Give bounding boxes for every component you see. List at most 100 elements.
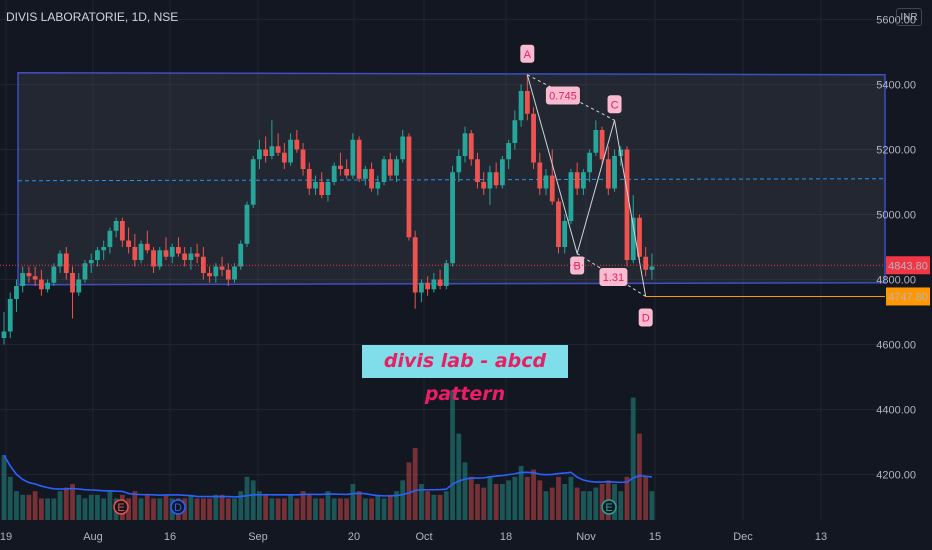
volume-bar: [369, 498, 374, 520]
point-label-a-text: A: [524, 49, 532, 61]
candle-body: [32, 276, 38, 280]
volume-bar: [126, 498, 131, 520]
point-label-b: B: [570, 256, 585, 275]
candle-body: [119, 221, 125, 241]
x-tick-label: Aug: [83, 531, 103, 543]
candle-body: [157, 250, 163, 267]
currency-badge[interactable]: INR: [896, 8, 922, 26]
candle-body: [431, 279, 437, 290]
earnings-marker: E: [113, 499, 129, 515]
point-label-c-bg: [607, 95, 622, 114]
candle-body: [38, 279, 44, 290]
candle-body: [182, 253, 188, 260]
candle-body: [257, 149, 262, 160]
volume-bar: [144, 494, 150, 520]
candle-body: [375, 182, 381, 189]
symbol-title[interactable]: DIVIS LABORATORIE, 1D, NSE: [6, 10, 179, 24]
candle-body: [82, 263, 88, 280]
volume-bar: [412, 448, 418, 520]
volume-bar: [157, 498, 163, 520]
candle-body: [630, 217, 636, 260]
x-tick-label: Oct: [415, 531, 432, 543]
x-axis: 19 Aug 16 Sep 20 Oct 18 Nov 15 Dec 13: [0, 531, 827, 543]
volume-bar: [188, 494, 194, 520]
volume-bar: [82, 498, 88, 520]
candle-body: [144, 243, 150, 251]
volume-bar: [512, 476, 518, 520]
y-tick-label: 4200.00: [876, 470, 916, 482]
last-price-tag-text: 4843.80: [888, 260, 928, 272]
ratio-label-bd-text: 1.31: [603, 272, 624, 284]
candle-body: [369, 169, 374, 189]
candle-body: [26, 273, 32, 277]
abcd-leg: [526, 74, 647, 297]
volume-bar: [38, 498, 44, 520]
volume-bar: [637, 433, 642, 520]
candle-body: [456, 156, 462, 173]
candle-body: [238, 243, 244, 267]
candle-body: [500, 159, 505, 186]
ratio-label-ac-text: 0.745: [549, 91, 577, 103]
candle-body: [425, 282, 431, 290]
candle-body: [412, 237, 418, 293]
volume-bar: [468, 476, 474, 520]
volume-bar: [587, 491, 593, 520]
point-label-b-text: B: [573, 261, 580, 273]
candle-body: [194, 253, 200, 257]
volume-bar: [163, 494, 169, 520]
volume-bar: [269, 498, 275, 520]
candle-body: [169, 247, 175, 257]
candle-body: [313, 182, 318, 189]
candle-body: [344, 169, 350, 176]
candle-body: [599, 130, 605, 160]
candle-body: [587, 152, 593, 173]
volume-bar: [537, 480, 543, 520]
candle-body: [568, 172, 574, 221]
volume-bar: [344, 498, 350, 520]
earnings-marker-circle: [113, 499, 129, 515]
candle-body: [338, 165, 343, 169]
volume-bar: [213, 494, 219, 520]
volume-bar: [419, 484, 424, 520]
volume-bar: [618, 491, 624, 520]
candle-body: [263, 149, 269, 156]
volume-bar: [132, 491, 138, 520]
dividend-marker-text: D: [174, 502, 182, 514]
volume-bar: [394, 491, 399, 520]
volume-bar: [281, 498, 287, 520]
candle-body: [188, 253, 194, 260]
candle-body: [213, 266, 219, 277]
volume-bar: [437, 494, 443, 520]
pattern-title: divis lab - abcd pattern: [362, 345, 568, 405]
volume-bar: [387, 494, 393, 520]
candle-body: [288, 139, 293, 163]
candle-body: [306, 169, 312, 189]
candle-body: [163, 250, 169, 257]
y-tick-label: 4800.00: [876, 275, 916, 287]
candle-body: [462, 133, 468, 156]
volume-bar: [250, 480, 256, 520]
candle-body: [51, 266, 57, 283]
candle-body: [250, 159, 256, 205]
candle-body: [643, 256, 649, 270]
candle-body: [176, 247, 181, 254]
volume-bar: [556, 476, 561, 520]
earnings-marker-text: E: [605, 502, 612, 514]
x-tick-label: 13: [815, 531, 827, 543]
volume-bar: [643, 476, 649, 520]
volume-bar: [1, 455, 7, 520]
volume-bar: [580, 491, 586, 520]
volume-bar: [593, 487, 599, 520]
candle-body: [126, 240, 131, 247]
volume-bar: [76, 494, 82, 520]
candle-body: [362, 169, 368, 179]
volume-bar: [238, 491, 244, 520]
candle-body: [70, 273, 75, 293]
volume-bar: [549, 487, 555, 520]
ratio-label-bd-bg: [599, 267, 628, 286]
volume-bar: [406, 462, 412, 520]
candle-body: [649, 266, 655, 270]
candle-body: [7, 299, 13, 332]
candle-body: [244, 204, 250, 244]
